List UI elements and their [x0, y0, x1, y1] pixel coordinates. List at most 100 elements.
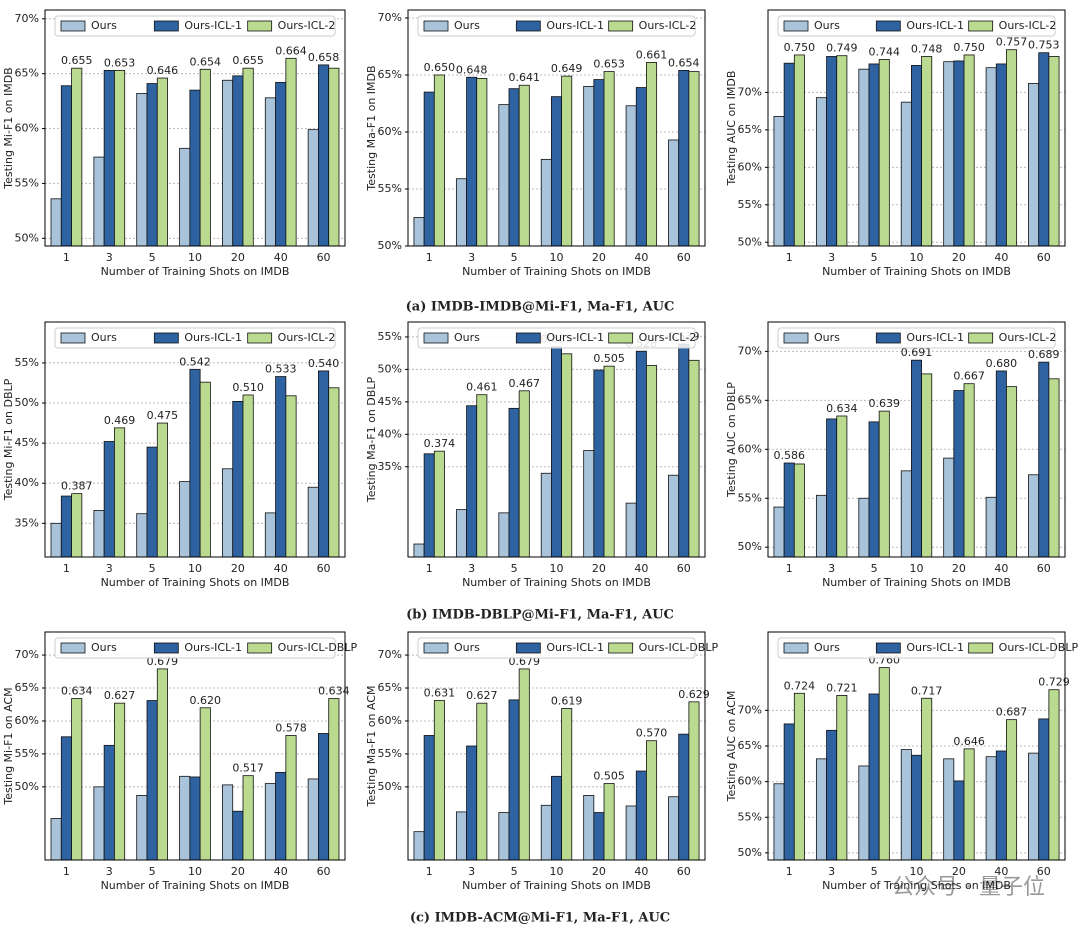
chart: 50%55%60%65%70%10.72430.72150.760100.717… [725, 631, 1078, 892]
bar [156, 668, 168, 861]
bar [826, 729, 838, 861]
y-tick-label: 50% [15, 780, 39, 793]
y-axis-label: Testing Ma-F1 on IMDB [365, 65, 378, 191]
bar [1006, 719, 1018, 861]
bar [900, 470, 912, 558]
bar [307, 778, 319, 861]
watermark: 公众号 · 量子位 [892, 875, 1045, 900]
bar [921, 697, 933, 861]
y-axis-label: Testing Ma-F1 on ACM [365, 686, 378, 808]
bar [232, 401, 244, 558]
x-tick-label: 3 [106, 865, 113, 878]
y-tick-label: 50% [738, 846, 762, 859]
bar [878, 667, 890, 861]
y-tick-label: 55% [15, 176, 39, 189]
bar [508, 407, 520, 558]
x-tick-label: 10 [910, 251, 924, 264]
chart: 50%55%60%65%70%10.63430.62750.679100.620… [2, 631, 357, 892]
bar [561, 708, 573, 861]
x-tick-label: 40 [274, 865, 288, 878]
bar [625, 502, 637, 558]
legend-label: Ours-ICL-1 [184, 19, 242, 32]
bar [242, 775, 254, 861]
legend-label: Ours-ICL-1 [546, 331, 604, 344]
y-tick-label: 55% [378, 747, 402, 760]
bar [328, 67, 340, 247]
legend-swatch [423, 642, 449, 654]
bar [114, 427, 126, 558]
y-axis-label: Testing Mi-F1 on ACM [2, 687, 15, 805]
bar [60, 495, 72, 558]
legend-swatch [783, 20, 809, 32]
x-axis-label: Number of Training Shots on IMDB [822, 879, 1011, 892]
bar [275, 82, 287, 247]
bar [583, 85, 595, 247]
x-tick-label: 10 [550, 865, 564, 878]
y-tick-label: 70% [15, 648, 39, 661]
caption: (c) IMDB-ACM@Mi-F1, Ma-F1, AUC [410, 911, 670, 926]
y-tick-label: 50% [15, 231, 39, 244]
bar [423, 91, 435, 247]
legend-label: Ours [91, 641, 117, 654]
value-label: 0.631 [424, 687, 456, 700]
x-tick-label: 3 [468, 562, 475, 575]
value-label: 0.387 [61, 480, 93, 493]
bar [963, 383, 975, 558]
bar [646, 365, 658, 558]
legend-label: Ours-ICL-1 [906, 641, 964, 654]
y-tick-label: 55% [738, 810, 762, 823]
bar [868, 421, 880, 558]
bar [466, 745, 478, 861]
y-axis-label: Testing AUC on ACM [725, 691, 738, 803]
legend-swatch [968, 332, 994, 344]
x-tick-label: 1 [426, 865, 433, 878]
y-tick-label: 55% [378, 182, 402, 195]
bar [836, 695, 848, 861]
value-label: 0.586 [773, 449, 805, 462]
value-label: 0.634 [318, 685, 350, 698]
x-tick-label: 40 [994, 865, 1008, 878]
legend-swatch [153, 20, 179, 32]
value-label: 0.680 [986, 357, 1018, 370]
bar [222, 784, 234, 861]
value-label: 0.629 [678, 688, 710, 701]
value-label: 0.654 [190, 55, 222, 68]
x-tick-label: 10 [550, 562, 564, 575]
bar [911, 754, 922, 861]
plot-frame [407, 9, 706, 247]
bar [1048, 56, 1060, 247]
bar [114, 702, 126, 861]
bar [232, 810, 244, 861]
value-label: 0.461 [466, 381, 498, 394]
bar [518, 668, 530, 861]
value-label: 0.658 [308, 51, 340, 64]
bar [688, 71, 700, 247]
bar [858, 765, 870, 861]
x-tick-label: 20 [592, 251, 606, 264]
value-label: 0.641 [509, 71, 541, 84]
x-tick-label: 5 [511, 562, 518, 575]
value-label: 0.748 [911, 42, 943, 55]
value-label: 0.517 [232, 762, 264, 775]
y-tick-label: 50% [738, 540, 762, 553]
y-tick-label: 60% [738, 442, 762, 455]
value-label: 0.639 [869, 397, 901, 410]
x-tick-label: 20 [231, 251, 245, 264]
x-tick-label: 40 [274, 251, 288, 264]
value-label: 0.542 [179, 355, 211, 368]
value-label: 0.749 [826, 42, 858, 55]
legend-label: Ours [454, 19, 480, 32]
legend-swatch [968, 20, 994, 32]
value-label: 0.661 [636, 48, 668, 61]
bar [793, 692, 805, 861]
bar [858, 68, 870, 247]
bar [189, 368, 201, 558]
value-label: 0.505 [593, 770, 625, 783]
y-tick-label: 65% [738, 739, 762, 752]
bar [688, 359, 700, 558]
bar [264, 783, 276, 861]
value-label: 0.650 [424, 61, 456, 74]
legend-swatch [875, 20, 901, 32]
x-tick-label: 3 [468, 865, 475, 878]
legend-swatch [247, 20, 273, 32]
